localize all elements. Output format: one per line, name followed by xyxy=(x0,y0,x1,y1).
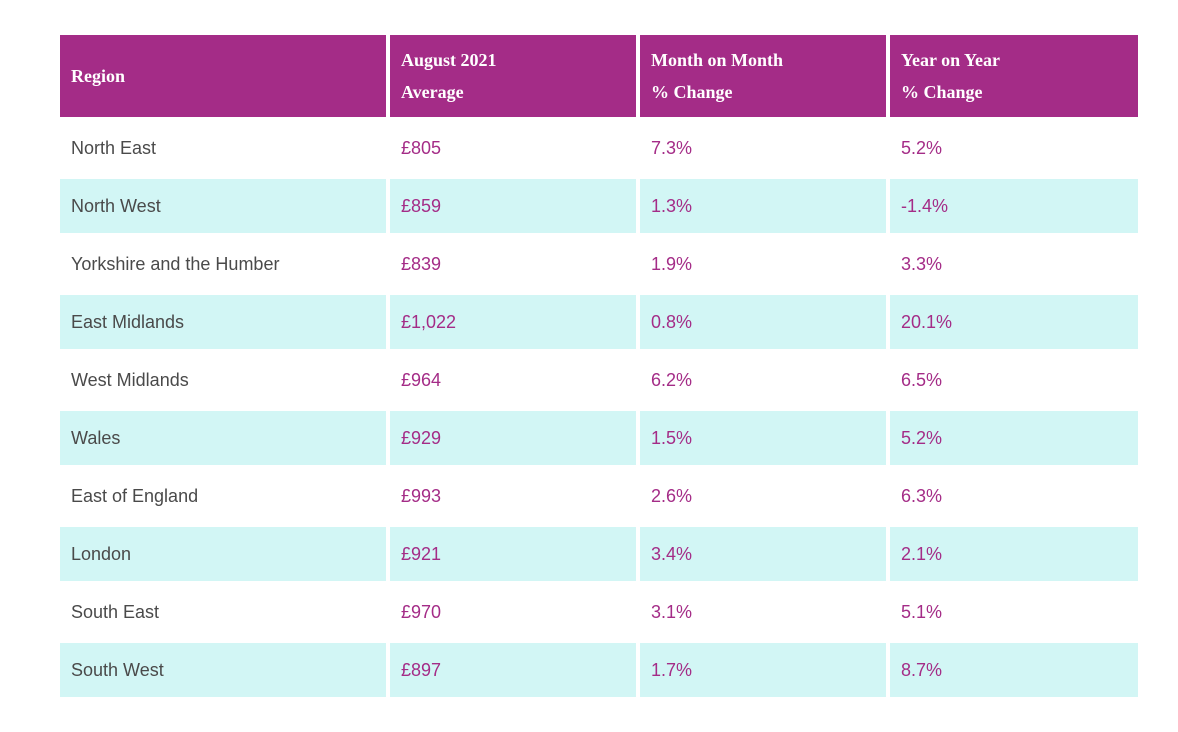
cell-mom-change: 3.4% xyxy=(640,527,886,581)
cell-yoy-change: 6.5% xyxy=(890,353,1138,407)
cell-mom-change: 6.2% xyxy=(640,353,886,407)
cell-average: £897 xyxy=(390,643,636,697)
table-row: Wales £929 1.5% 5.2% xyxy=(60,411,1138,465)
cell-region: Yorkshire and the Humber xyxy=(60,237,386,291)
cell-mom-change: 7.3% xyxy=(640,121,886,175)
cell-yoy-change: 6.3% xyxy=(890,469,1138,523)
table-row: East Midlands £1,022 0.8% 20.1% xyxy=(60,295,1138,349)
cell-mom-change: 0.8% xyxy=(640,295,886,349)
header-mom-line2: % Change xyxy=(651,82,733,102)
cell-region: South West xyxy=(60,643,386,697)
table-row: North East £805 7.3% 5.2% xyxy=(60,121,1138,175)
cell-yoy-change: 5.2% xyxy=(890,121,1138,175)
cell-average: £1,022 xyxy=(390,295,636,349)
cell-mom-change: 1.9% xyxy=(640,237,886,291)
cell-mom-change: 3.1% xyxy=(640,585,886,639)
header-mom-line1: Month on Month xyxy=(651,50,784,70)
cell-yoy-change: 20.1% xyxy=(890,295,1138,349)
header-month-on-month: Month on Month % Change xyxy=(640,35,886,117)
cell-yoy-change: 5.2% xyxy=(890,411,1138,465)
cell-average: £993 xyxy=(390,469,636,523)
cell-yoy-change: 8.7% xyxy=(890,643,1138,697)
header-average: August 2021 Average xyxy=(390,35,636,117)
table-header: Region August 2021 Average Month on Mont… xyxy=(60,35,1138,117)
header-row: Region August 2021 Average Month on Mont… xyxy=(60,35,1138,117)
table-row: East of England £993 2.6% 6.3% xyxy=(60,469,1138,523)
table-row: London £921 3.4% 2.1% xyxy=(60,527,1138,581)
cell-average: £964 xyxy=(390,353,636,407)
cell-region: East of England xyxy=(60,469,386,523)
cell-average: £859 xyxy=(390,179,636,233)
table-row: South East £970 3.1% 5.1% xyxy=(60,585,1138,639)
header-average-line1: August 2021 xyxy=(401,50,497,70)
cell-average: £839 xyxy=(390,237,636,291)
regional-rent-table: Region August 2021 Average Month on Mont… xyxy=(56,31,1142,701)
cell-mom-change: 1.3% xyxy=(640,179,886,233)
cell-region: Wales xyxy=(60,411,386,465)
cell-average: £805 xyxy=(390,121,636,175)
regional-rent-table-container: Region August 2021 Average Month on Mont… xyxy=(60,35,1138,697)
header-year-on-year: Year on Year % Change xyxy=(890,35,1138,117)
header-region: Region xyxy=(60,35,386,117)
table-body: North East £805 7.3% 5.2% North West £85… xyxy=(60,121,1138,697)
cell-yoy-change: 3.3% xyxy=(890,237,1138,291)
cell-mom-change: 1.7% xyxy=(640,643,886,697)
header-region-label: Region xyxy=(71,66,125,86)
cell-yoy-change: -1.4% xyxy=(890,179,1138,233)
cell-region: North West xyxy=(60,179,386,233)
cell-average: £970 xyxy=(390,585,636,639)
cell-region: West Midlands xyxy=(60,353,386,407)
cell-region: London xyxy=(60,527,386,581)
cell-region: North East xyxy=(60,121,386,175)
cell-yoy-change: 5.1% xyxy=(890,585,1138,639)
cell-region: East Midlands xyxy=(60,295,386,349)
header-average-line2: Average xyxy=(401,82,464,102)
table-row: North West £859 1.3% -1.4% xyxy=(60,179,1138,233)
header-yoy-line2: % Change xyxy=(901,82,983,102)
table-row: Yorkshire and the Humber £839 1.9% 3.3% xyxy=(60,237,1138,291)
table-row: South West £897 1.7% 8.7% xyxy=(60,643,1138,697)
header-yoy-line1: Year on Year xyxy=(901,50,1000,70)
cell-mom-change: 2.6% xyxy=(640,469,886,523)
cell-mom-change: 1.5% xyxy=(640,411,886,465)
cell-yoy-change: 2.1% xyxy=(890,527,1138,581)
cell-average: £921 xyxy=(390,527,636,581)
cell-region: South East xyxy=(60,585,386,639)
cell-average: £929 xyxy=(390,411,636,465)
table-row: West Midlands £964 6.2% 6.5% xyxy=(60,353,1138,407)
